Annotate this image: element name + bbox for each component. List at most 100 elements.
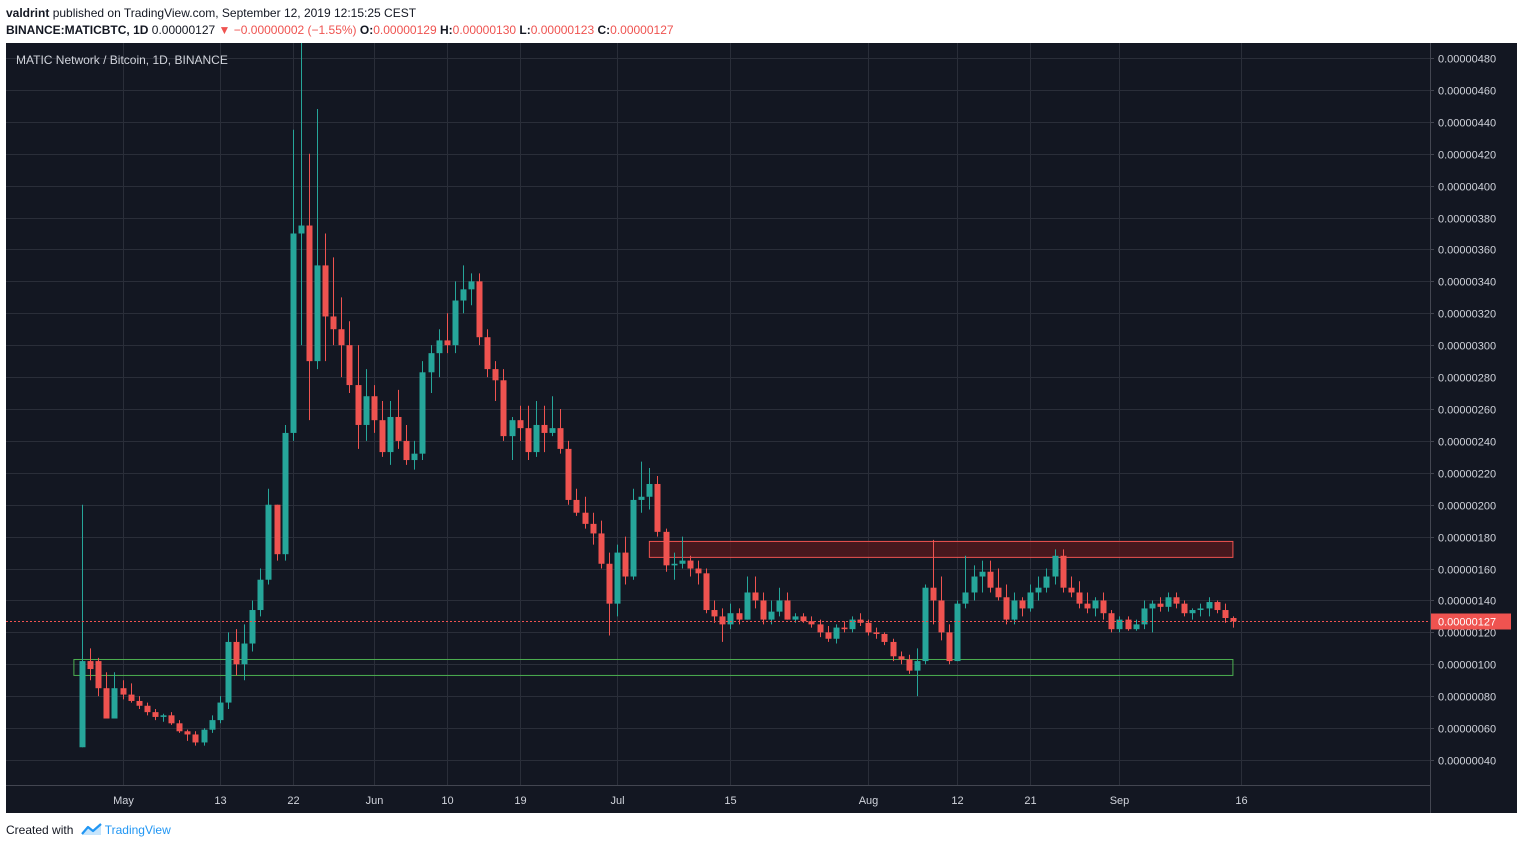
candle-body bbox=[257, 579, 264, 611]
candle bbox=[1052, 549, 1059, 585]
candle bbox=[565, 440, 572, 505]
candle bbox=[1003, 584, 1010, 625]
candle bbox=[152, 708, 159, 721]
candle bbox=[1043, 568, 1050, 593]
price-tick-label: 0.00000160 bbox=[1438, 565, 1496, 577]
chart-area[interactable]: 0.00000040 0.00000060 0.00000080 0.00000100… bbox=[6, 43, 1517, 813]
candle bbox=[241, 624, 248, 681]
price-change: −0.00000002 (−1.55%) bbox=[233, 23, 357, 37]
candles bbox=[79, 43, 1237, 748]
candle-body bbox=[792, 616, 799, 620]
candle-body bbox=[695, 568, 702, 574]
candle bbox=[371, 385, 378, 433]
candle bbox=[282, 424, 289, 561]
candle-body bbox=[346, 345, 353, 386]
candle bbox=[898, 651, 905, 665]
candle bbox=[1068, 576, 1075, 598]
candle-body bbox=[363, 396, 370, 425]
candle bbox=[938, 576, 945, 641]
candle bbox=[444, 313, 451, 354]
high-value: 0.00000130 bbox=[452, 23, 517, 37]
candle bbox=[679, 536, 686, 569]
open-value: 0.00000129 bbox=[373, 23, 437, 37]
candle bbox=[330, 257, 337, 346]
candle-body bbox=[419, 372, 426, 454]
candle bbox=[1019, 597, 1026, 617]
candle-body bbox=[979, 571, 986, 577]
candle bbox=[395, 389, 402, 449]
candle bbox=[573, 488, 580, 516]
time-tick-label: 16 bbox=[1235, 795, 1247, 807]
candle bbox=[703, 568, 710, 614]
candle bbox=[168, 712, 175, 725]
candle-body bbox=[371, 396, 378, 421]
candle bbox=[890, 638, 897, 662]
candle-body bbox=[476, 281, 483, 338]
candle-body bbox=[808, 621, 815, 625]
tradingview-link[interactable]: TradingView bbox=[104, 823, 171, 837]
price-tick-label: 0.00000220 bbox=[1438, 469, 1496, 481]
candle-body bbox=[898, 656, 905, 660]
time-tick-label: 21 bbox=[1024, 795, 1036, 807]
candle-body bbox=[1052, 555, 1059, 577]
candle-body bbox=[1019, 600, 1026, 609]
candle bbox=[906, 654, 913, 674]
candle bbox=[622, 536, 629, 585]
candle bbox=[654, 476, 661, 537]
candle-body bbox=[784, 600, 791, 620]
candle-body bbox=[428, 353, 435, 373]
candle-body bbox=[873, 632, 880, 634]
candle-body bbox=[444, 340, 451, 346]
price-tick-label: 0.00000420 bbox=[1438, 150, 1496, 162]
candle bbox=[841, 621, 848, 633]
candle bbox=[865, 619, 872, 636]
candle bbox=[1197, 603, 1204, 617]
candle-body bbox=[192, 734, 199, 743]
price-tick-label: 0.00000360 bbox=[1438, 245, 1496, 257]
candle bbox=[768, 600, 775, 625]
time-tick-label: Jun bbox=[366, 795, 384, 807]
candle bbox=[79, 504, 86, 748]
candle bbox=[298, 43, 305, 346]
candle bbox=[306, 153, 313, 421]
price-tick-label: 0.00000240 bbox=[1438, 437, 1496, 449]
candle bbox=[1214, 600, 1221, 614]
candle-body bbox=[654, 483, 661, 532]
candle-body bbox=[322, 265, 329, 317]
author-name[interactable]: valdrint bbox=[6, 6, 50, 20]
candle bbox=[541, 405, 548, 453]
candle-body bbox=[995, 587, 1002, 598]
zones bbox=[73, 540, 1234, 676]
candlestick-chart[interactable]: 0.00000040 0.00000060 0.00000080 0.00000100… bbox=[6, 43, 1517, 813]
candle-body bbox=[533, 424, 540, 453]
candle-body bbox=[184, 731, 191, 735]
candle bbox=[338, 297, 345, 378]
candle-body bbox=[1035, 587, 1042, 593]
candle-body bbox=[614, 552, 621, 604]
time-tick-label: 15 bbox=[724, 795, 736, 807]
candle-body bbox=[646, 483, 653, 497]
candle bbox=[881, 632, 888, 646]
candle bbox=[111, 672, 118, 719]
candle bbox=[946, 624, 953, 665]
last-price: 0.00000127 bbox=[151, 23, 216, 37]
time-tick-label: 10 bbox=[441, 795, 453, 807]
candle-body bbox=[922, 587, 929, 662]
price-tick-label: 0.00000180 bbox=[1438, 533, 1496, 545]
candle bbox=[176, 720, 183, 733]
publish-text: published on TradingView.com, September … bbox=[52, 6, 417, 20]
candle bbox=[711, 600, 718, 623]
price-tick-label: 0.00000400 bbox=[1438, 182, 1496, 194]
candle bbox=[914, 648, 921, 697]
candle-body bbox=[468, 281, 475, 290]
price-axis: 0.00000040 0.00000060 0.00000080 0.00000100… bbox=[1430, 54, 1496, 768]
candle-body bbox=[938, 600, 945, 633]
footer: Created with TradingView bbox=[6, 823, 171, 837]
candle-body bbox=[509, 420, 516, 437]
time-tick-label: Sep bbox=[1110, 795, 1130, 807]
candle-body bbox=[306, 225, 313, 362]
price-axis-panel[interactable] bbox=[1430, 43, 1517, 813]
candle-body bbox=[946, 632, 953, 662]
candle bbox=[1027, 584, 1034, 612]
candle-body bbox=[663, 531, 670, 566]
